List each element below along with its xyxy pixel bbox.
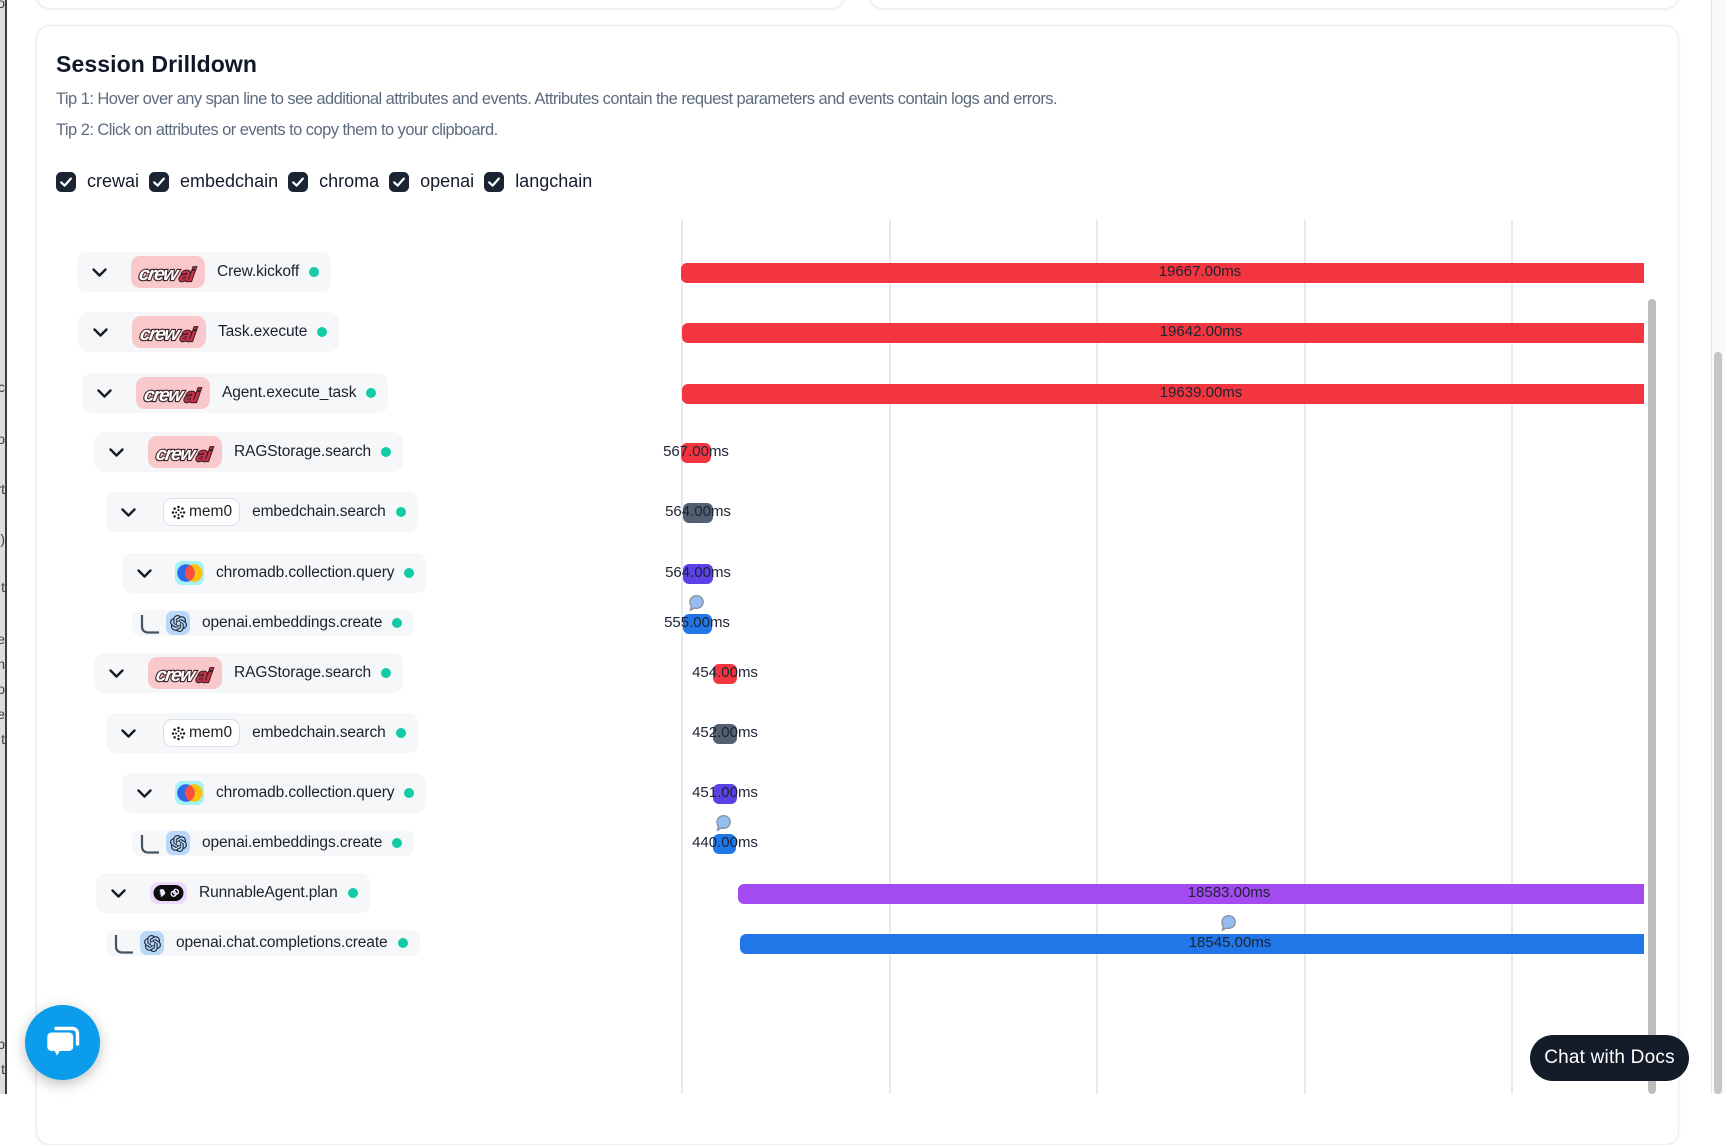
svg-text:crew: crew [154, 665, 198, 686]
svg-text:crew: crew [154, 444, 198, 465]
svg-text:ai: ai [179, 325, 197, 346]
svg-text:ai: ai [195, 445, 213, 466]
svg-text:ai: ai [178, 265, 196, 286]
svg-text:ai: ai [195, 666, 213, 687]
svg-text:crew: crew [142, 385, 186, 406]
svg-text:crew: crew [137, 264, 181, 285]
svg-text:crew: crew [138, 324, 182, 345]
svg-text:ai: ai [183, 386, 201, 407]
